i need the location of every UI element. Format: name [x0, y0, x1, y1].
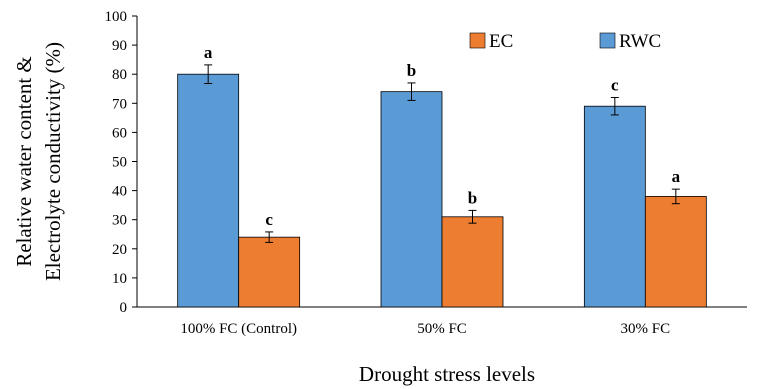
y-tick-label: 90 — [112, 38, 127, 54]
error-bar — [610, 96, 619, 116]
bar-ec — [644, 196, 707, 308]
legend-item-ec: EC — [469, 31, 513, 52]
bar-rwc — [380, 91, 443, 308]
x-category-label: 100% FC (Control) — [180, 321, 297, 337]
bar-rwc — [583, 105, 646, 308]
significance-letter: c — [611, 75, 619, 94]
legend-label: EC — [489, 31, 513, 52]
y-tick-label: 60 — [112, 125, 127, 141]
significance-letter: a — [672, 167, 681, 186]
y-tick-label: 40 — [112, 184, 127, 200]
y-axis-title-line: Relative water content & — [12, 56, 36, 267]
legend: EC RWC — [469, 31, 661, 52]
x-category-label: 30% FC — [621, 321, 671, 337]
x-axis-title: Drought stress levels — [359, 362, 535, 386]
y-tick-label: 0 — [120, 300, 128, 316]
significance-letter: a — [204, 43, 213, 62]
error-bar — [671, 188, 680, 205]
error-bar — [265, 231, 274, 243]
x-category-label: 50% FC — [417, 321, 467, 337]
legend-swatch — [469, 32, 486, 49]
y-tick-label: 70 — [112, 96, 127, 112]
y-tick-label: 30 — [112, 213, 127, 229]
y-tick-label: 80 — [112, 67, 127, 83]
y-axis-title-line: Electrolyte conductivity (%) — [41, 42, 65, 281]
legend-item-rwc: RWC — [599, 31, 661, 52]
error-bar — [204, 64, 213, 85]
error-bar — [407, 82, 416, 101]
bar-rwc — [177, 73, 240, 308]
error-bar — [468, 209, 477, 224]
significance-letter: b — [407, 61, 416, 80]
legend-label: RWC — [619, 31, 661, 52]
bar-ec — [238, 236, 301, 308]
significance-letter: c — [265, 210, 273, 229]
y-tick-label: 10 — [112, 271, 127, 287]
significance-letter: b — [468, 188, 477, 207]
y-axis-title: Relative water content & Electrolyte cond… — [12, 42, 65, 281]
y-axis-ticks: 0 10 20 30 40 50 60 70 80 90 100 — [105, 9, 137, 316]
y-tick-label: 20 — [112, 242, 127, 258]
legend-swatch — [599, 32, 616, 49]
category-labels: 100% FC (Control) 50% FC 30% FC — [180, 321, 670, 337]
bar-ec — [441, 216, 504, 308]
y-tick-label: 100 — [105, 9, 128, 25]
y-tick-label: 50 — [112, 155, 127, 171]
bars-group: a b c c b a — [177, 43, 707, 308]
